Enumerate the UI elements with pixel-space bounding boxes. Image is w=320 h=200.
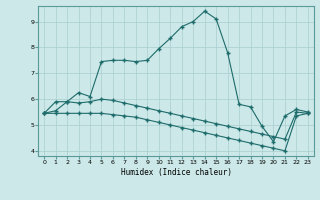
X-axis label: Humidex (Indice chaleur): Humidex (Indice chaleur)	[121, 168, 231, 177]
